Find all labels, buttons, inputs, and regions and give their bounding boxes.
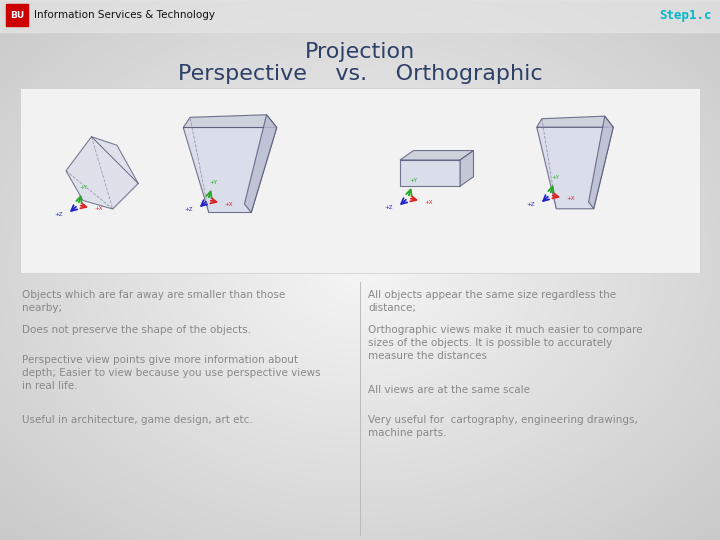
Text: +Z: +Z [184,207,193,212]
Text: Orthographic views make it much easier to compare
sizes of the objects. It is po: Orthographic views make it much easier t… [368,325,642,361]
Polygon shape [460,151,474,186]
Polygon shape [536,127,613,209]
Polygon shape [400,151,474,160]
Text: Perspective    vs.    Orthographic: Perspective vs. Orthographic [178,64,542,84]
Polygon shape [400,160,460,186]
Text: +X: +X [94,206,102,212]
Text: Does not preserve the shape of the objects.: Does not preserve the shape of the objec… [22,325,251,335]
Text: +Y: +Y [209,180,217,185]
Bar [6,4,28,26]
Text: +Z: +Z [526,202,534,207]
Text: Projection: Projection [305,42,415,62]
Text: +X: +X [566,197,575,201]
Text: +Y: +Y [79,185,87,190]
Text: +Z: +Z [384,205,392,210]
Polygon shape [536,116,613,127]
Text: +Y: +Y [551,175,559,180]
Polygon shape [589,116,613,209]
Text: All views are at the same scale: All views are at the same scale [368,385,530,395]
Bar [20,88,700,273]
Text: Information Services & Technology: Information Services & Technology [34,10,215,20]
Polygon shape [66,137,138,209]
Text: +Y: +Y [409,178,417,183]
Bar [0,0,720,32]
Text: Very useful for  cartography, engineering drawings,
machine parts.: Very useful for cartography, engineering… [368,415,638,438]
Text: Perspective view points give more information about
depth; Easier to view becaus: Perspective view points give more inform… [22,355,320,392]
Polygon shape [245,115,276,213]
Polygon shape [184,127,276,213]
Text: BU: BU [10,10,24,19]
Text: +X: +X [424,199,433,205]
Text: Useful in architecture, game design, art etc.: Useful in architecture, game design, art… [22,415,253,425]
Text: Step1.c: Step1.c [660,9,712,22]
Text: +X: +X [224,201,233,206]
Polygon shape [184,115,276,127]
Text: +Z: +Z [54,212,63,217]
Text: Objects which are far away are smaller than those
nearby;: Objects which are far away are smaller t… [22,290,285,313]
Text: All objects appear the same size regardless the
distance;: All objects appear the same size regardl… [368,290,616,313]
